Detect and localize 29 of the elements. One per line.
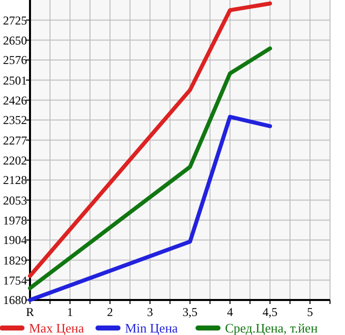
x-tick-label: 5 bbox=[307, 305, 313, 319]
line-series bbox=[28, 46, 272, 290]
y-tick-label: 1829 bbox=[3, 253, 27, 268]
legend-label: Сред.Цена, т.йен bbox=[225, 320, 318, 335]
y-tick-label: 2128 bbox=[3, 173, 27, 188]
y-tick-label: 2576 bbox=[3, 53, 27, 68]
x-tick-label: 3,5 bbox=[182, 305, 198, 319]
y-tick-label: 2501 bbox=[3, 73, 27, 88]
x-tick-label: 1 bbox=[67, 305, 73, 319]
x-tick-label: 4,5 bbox=[262, 305, 278, 319]
y-tick-label: 2202 bbox=[3, 153, 27, 168]
y-tick-label: 1754 bbox=[3, 273, 27, 288]
x-tick-label: 2 bbox=[107, 305, 113, 319]
y-tick-label: 2053 bbox=[3, 193, 27, 208]
legend-label: Min Цена bbox=[125, 320, 178, 335]
line-series bbox=[28, 1, 272, 278]
y-tick-label: 2352 bbox=[3, 113, 27, 128]
y-tick-label: 2725 bbox=[3, 13, 27, 28]
legend-label: Max Цена bbox=[29, 320, 84, 335]
y-tick-label: 1680 bbox=[3, 293, 27, 308]
x-tick-label: 3 bbox=[147, 305, 153, 319]
y-tick-label: 2650 bbox=[3, 33, 27, 48]
x-tick-label: R bbox=[26, 305, 34, 319]
y-tick-label: 2426 bbox=[3, 93, 27, 108]
y-tick-label: 1978 bbox=[3, 213, 27, 228]
y-tick-label: 2277 bbox=[3, 133, 27, 148]
x-tick-label: 4 bbox=[227, 305, 233, 319]
y-tick-label: 1904 bbox=[3, 233, 27, 248]
line-series bbox=[28, 114, 272, 302]
